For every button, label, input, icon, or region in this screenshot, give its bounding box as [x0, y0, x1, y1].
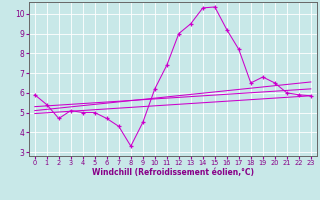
X-axis label: Windchill (Refroidissement éolien,°C): Windchill (Refroidissement éolien,°C)	[92, 168, 254, 177]
